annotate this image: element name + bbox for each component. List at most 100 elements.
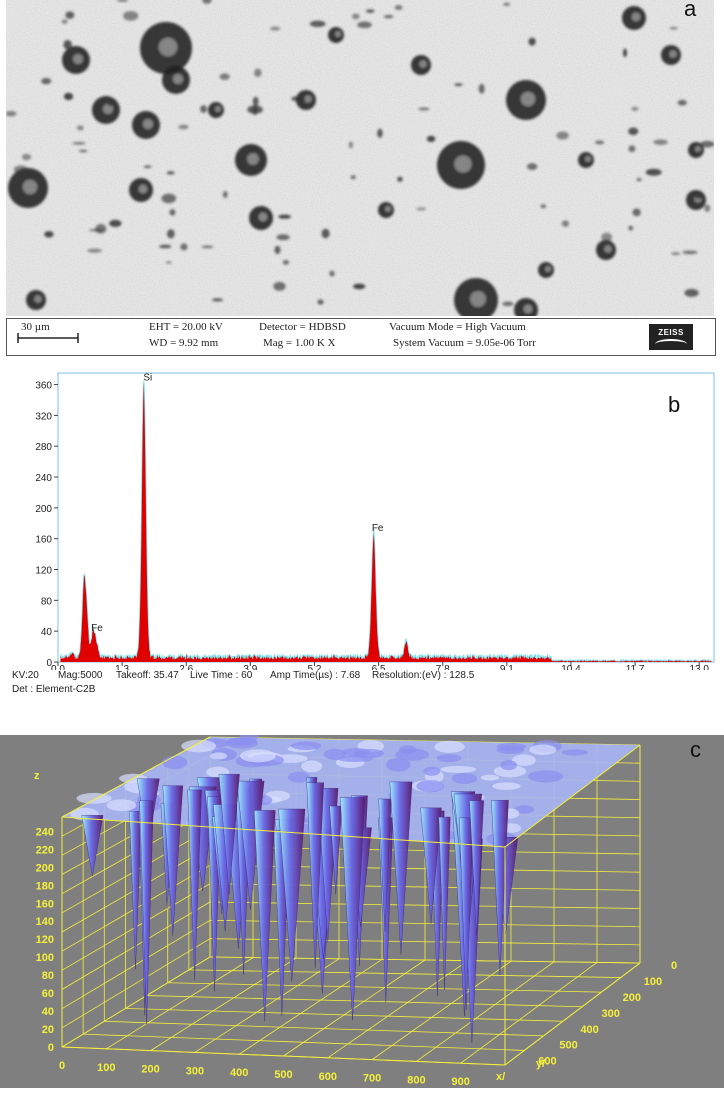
surface-panel: 0 20 40 60 80 100 120 140 160 180 200 220 240 z 0 100 20… bbox=[0, 728, 724, 1088]
sem-speck bbox=[416, 207, 427, 211]
surface-valley bbox=[378, 798, 392, 932]
mag-value: Mag = 1.00 K X bbox=[263, 337, 336, 349]
surface-bump bbox=[227, 737, 257, 746]
sem-speck bbox=[211, 298, 224, 302]
sem-speck bbox=[6, 110, 17, 117]
peak-label: Fe bbox=[91, 623, 103, 634]
z-tick-label: 240 bbox=[36, 826, 54, 838]
surface-valley bbox=[420, 807, 442, 924]
surface-bump bbox=[529, 744, 557, 756]
grid-line bbox=[61, 956, 211, 1048]
sem-speck bbox=[348, 141, 353, 149]
surface-valley bbox=[438, 816, 451, 990]
y-tick-label: 280 bbox=[35, 442, 52, 453]
grid-line bbox=[146, 995, 583, 1008]
surface-bump bbox=[436, 754, 462, 762]
eds-detector: Det : Element-C2B bbox=[12, 684, 96, 695]
surface-bump bbox=[386, 757, 411, 772]
surface-valley bbox=[278, 808, 306, 982]
surface-valley bbox=[340, 797, 366, 1021]
sem-speck bbox=[394, 5, 403, 11]
y-tick-label: 100 bbox=[644, 976, 662, 988]
sem-speck bbox=[601, 232, 613, 242]
x-tick-label: 13.0 bbox=[689, 664, 709, 670]
eds-plot-frame bbox=[57, 372, 715, 663]
z-tick-label: 80 bbox=[42, 970, 54, 982]
surface-valley bbox=[329, 805, 343, 895]
sem-speck bbox=[365, 9, 375, 13]
sem-speck bbox=[63, 40, 72, 50]
sem-speck bbox=[454, 83, 463, 86]
sem-speck bbox=[350, 175, 356, 180]
scale-bar bbox=[17, 333, 79, 343]
sem-speck bbox=[202, 0, 212, 4]
sem-speck bbox=[76, 125, 84, 131]
surface-valley bbox=[139, 800, 154, 1025]
sem-speck bbox=[169, 209, 176, 216]
surface-bump bbox=[480, 774, 499, 781]
sem-speck bbox=[161, 193, 177, 204]
sem-speck bbox=[247, 105, 263, 114]
y-tick-label: 600 bbox=[538, 1056, 556, 1068]
box-edge bbox=[61, 1046, 506, 1066]
z-tick-label: 220 bbox=[36, 844, 54, 856]
grid-line bbox=[194, 958, 340, 1053]
sem-speck bbox=[645, 168, 662, 176]
grid-line bbox=[416, 961, 555, 1062]
y-tick-label: 240 bbox=[35, 473, 52, 484]
x-tick-label: 700 bbox=[363, 1073, 381, 1085]
x-tick-label: 300 bbox=[186, 1065, 204, 1077]
panel-label-a: a bbox=[684, 0, 697, 21]
sem-speck bbox=[165, 261, 172, 264]
sem-speck bbox=[63, 92, 74, 101]
surface-bump bbox=[416, 780, 445, 793]
sem-speck bbox=[352, 13, 360, 20]
y-tick-label: 40 bbox=[41, 627, 53, 638]
z-tick-label: 140 bbox=[36, 916, 54, 928]
surface-valley bbox=[187, 789, 202, 981]
surface-valley bbox=[459, 817, 474, 1010]
x-tick-label: 100 bbox=[97, 1062, 115, 1074]
y-tick-label: 120 bbox=[35, 566, 52, 577]
sem-speck bbox=[219, 73, 230, 80]
sem-speck bbox=[502, 301, 514, 307]
y-tick-label: 320 bbox=[35, 411, 52, 422]
sem-speck bbox=[61, 19, 68, 24]
sem-speck bbox=[87, 248, 102, 253]
surface-bump bbox=[181, 739, 217, 753]
grid-line bbox=[61, 938, 211, 1029]
detector-value: Detector = HDBSD bbox=[259, 321, 346, 333]
sem-speck bbox=[65, 11, 75, 19]
x-tick-label: 0 bbox=[59, 1060, 65, 1072]
panel-label-b: b bbox=[668, 392, 681, 417]
surface-bump bbox=[423, 766, 441, 776]
x-tick-label: 500 bbox=[274, 1069, 292, 1081]
x-tick-label: 2.6 bbox=[179, 664, 193, 670]
eds-spectrum-outline bbox=[60, 380, 712, 663]
sem-speck bbox=[276, 234, 290, 241]
sem-speck bbox=[167, 229, 175, 239]
sem-speck bbox=[273, 281, 286, 291]
sem-speck bbox=[166, 171, 175, 175]
sem-speck bbox=[695, 194, 703, 199]
peak-label: Si bbox=[143, 373, 152, 384]
sem-speck bbox=[291, 95, 305, 102]
y-axis-label: y/ bbox=[536, 1058, 545, 1070]
sem-speck bbox=[201, 245, 214, 249]
sem-speck bbox=[252, 96, 259, 107]
sem-speck bbox=[200, 105, 207, 113]
panel-label-c: c bbox=[690, 737, 701, 762]
grid-line bbox=[83, 1033, 525, 1051]
x-tick-label: 900 bbox=[452, 1076, 470, 1088]
eds-takeoff: Takeoff: 35.47 bbox=[116, 670, 179, 681]
eds-kv: KV:20 bbox=[12, 670, 39, 681]
surface-bump bbox=[287, 771, 311, 783]
sem-speck bbox=[594, 140, 605, 145]
y-tick-label: 0 bbox=[671, 960, 677, 972]
x-tick-label: 7.8 bbox=[436, 664, 450, 670]
eds-panel: 0 40 80 120 160 200 240 280 320 360 0.0 1.3 2.6 3.9 5.… bbox=[0, 370, 724, 715]
z-tick-label: 0 bbox=[48, 1042, 54, 1054]
sem-speck bbox=[540, 204, 547, 209]
grid-line bbox=[460, 962, 598, 1064]
surface-bump bbox=[561, 749, 589, 756]
